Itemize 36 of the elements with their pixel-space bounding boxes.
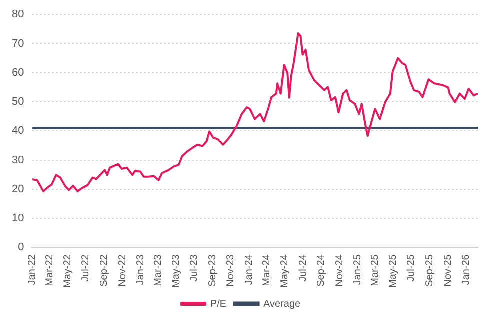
x-tick-label: May-25 <box>388 254 400 288</box>
x-tick-label: Jan-26 <box>460 254 472 286</box>
x-tick-label: Jul-25 <box>406 254 418 282</box>
y-tick-label: 20 <box>12 183 24 196</box>
x-tick-label: Sep-23 <box>208 254 219 287</box>
y-tick-label: 60 <box>12 66 24 79</box>
y-tick-label: 80 <box>12 8 24 21</box>
x-tick-label: Mar-23 <box>152 254 164 286</box>
x-tick-label: May-24 <box>280 254 291 288</box>
y-tick-label: 40 <box>12 125 24 138</box>
x-tick-label: Nov-25 <box>442 254 454 287</box>
x-tick-label: Mar-25 <box>370 254 381 286</box>
y-tick-label: 10 <box>12 212 24 225</box>
y-tick-label: 0 <box>18 242 24 254</box>
x-tick-label: Jan-23 <box>135 254 146 286</box>
x-tick-label: Jul-24 <box>298 254 309 282</box>
x-tick-label: Sep-24 <box>316 254 328 287</box>
x-tick-label: Sep-25 <box>424 254 436 287</box>
x-tick-label: Jan-22 <box>26 254 38 286</box>
x-tick-label: Jul-22 <box>80 254 92 282</box>
x-tick-label: May-23 <box>171 254 182 288</box>
x-tick-label: Nov-22 <box>117 254 128 287</box>
y-tick-label: 50 <box>12 96 24 108</box>
x-tick-label: Jan-24 <box>244 254 255 286</box>
x-tick-label: Mar-22 <box>44 254 56 286</box>
y-tick-label: 70 <box>12 38 24 50</box>
x-tick-label: May-22 <box>62 254 74 288</box>
x-tick-label: Nov-24 <box>334 254 346 287</box>
x-tick-label: Nov-23 <box>226 254 237 287</box>
x-tick-label: Mar-24 <box>262 254 273 286</box>
x-tick-label: Jul-23 <box>189 254 200 282</box>
legend-label: P/E <box>210 298 227 310</box>
x-tick-label: Jan-25 <box>352 254 364 286</box>
y-tick-label: 30 <box>12 154 24 166</box>
legend-label: Average <box>264 298 302 310</box>
x-tick-label: Sep-22 <box>99 254 110 287</box>
